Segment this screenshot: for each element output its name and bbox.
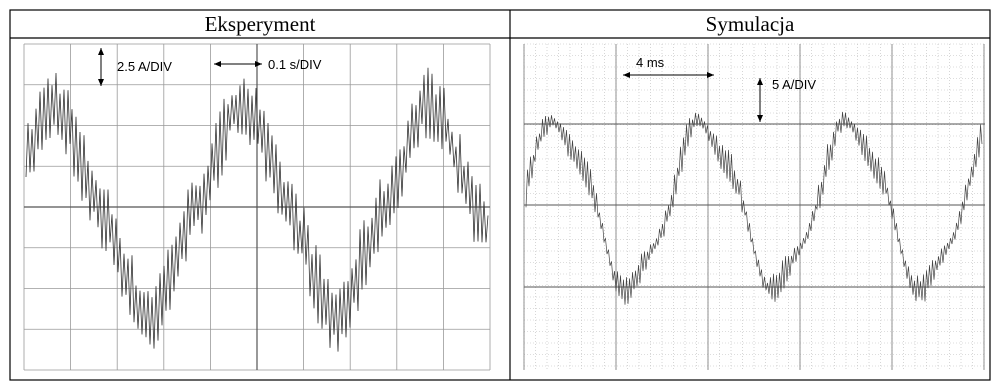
header: Symulacja xyxy=(706,12,795,36)
scope-experiment xyxy=(24,44,490,370)
annotation: 4 ms xyxy=(636,55,665,70)
header: Eksperyment xyxy=(205,12,316,36)
annotation: 5 A/DIV xyxy=(772,77,816,92)
annotation: 2.5 A/DIV xyxy=(117,59,172,74)
annotation: 0.1 s/DIV xyxy=(268,57,322,72)
scope-simulation xyxy=(524,44,985,370)
figure: Eksperyment Symulacja 2.5 A/DIV 0.1 s/DI… xyxy=(0,0,999,383)
